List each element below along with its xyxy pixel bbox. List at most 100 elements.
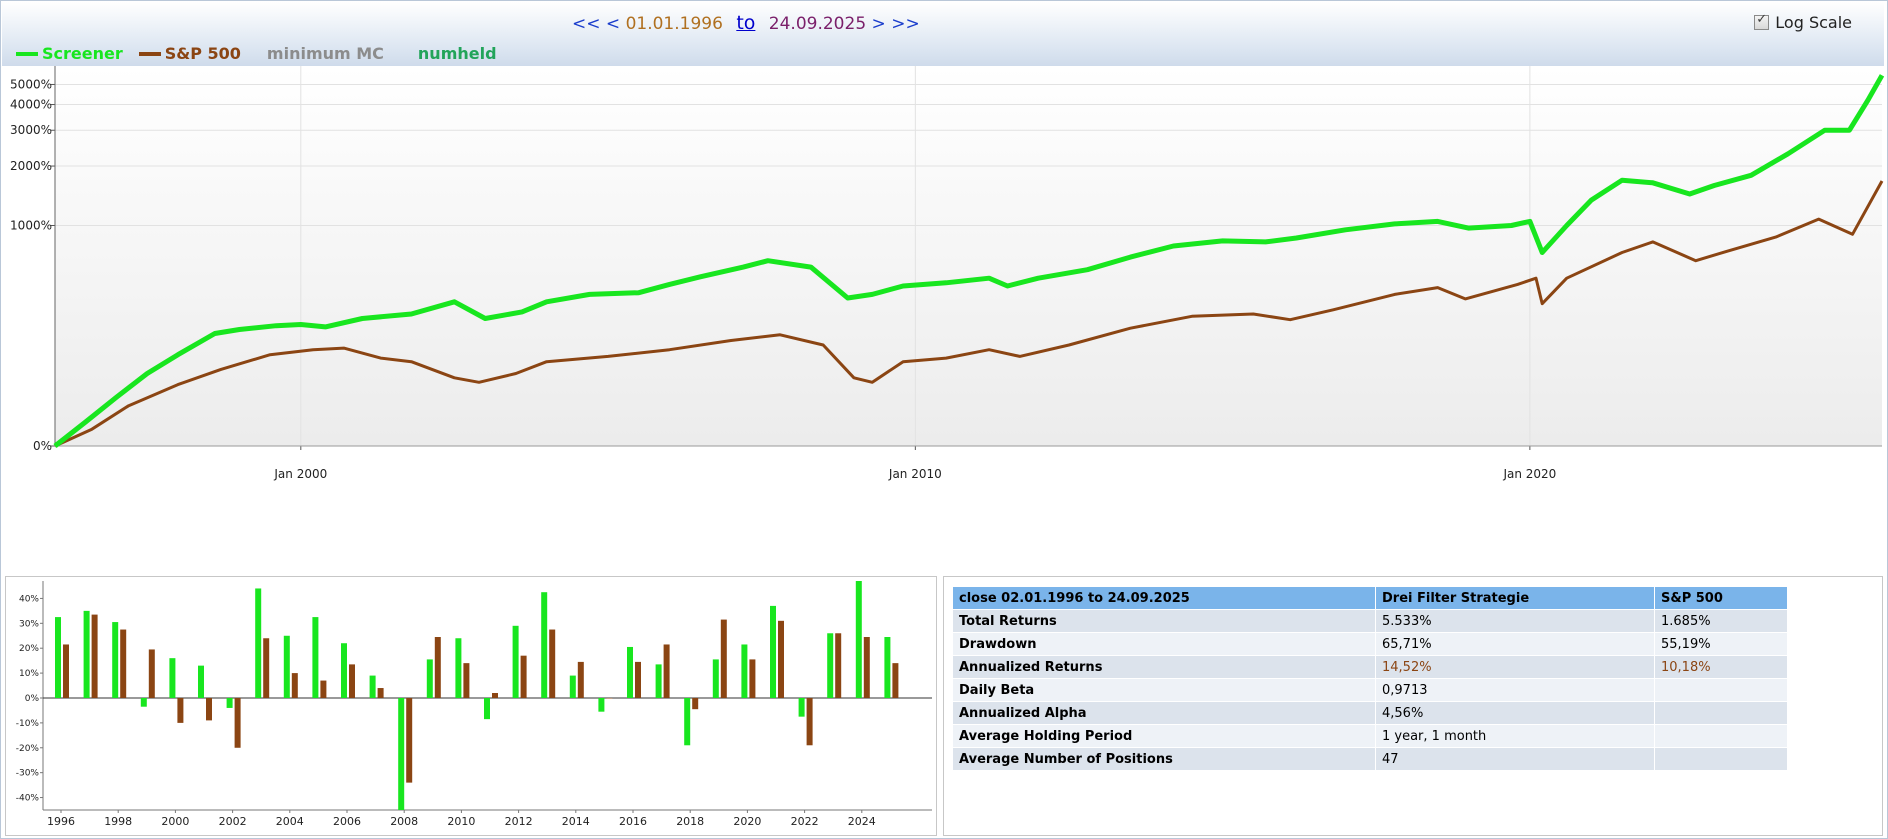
bar-s-p-500-2020 (749, 659, 756, 698)
x-tick-label: Jan 2010 (888, 467, 942, 481)
table-row: Drawdown 65,71% 55,19% (953, 632, 1788, 656)
bar-y-tick-label: -30% (16, 769, 40, 779)
bar-s-p-500-2012 (520, 655, 527, 698)
header-benchmark: S&P 500 (1654, 587, 1788, 610)
chart-header: << < 01.01.1996 to 24.09.2025 > >> Log S… (2, 2, 1884, 66)
bar-screener-2021 (770, 605, 776, 698)
nav-first-button[interactable]: << (572, 14, 601, 34)
bar-s-p-500-2025 (892, 663, 899, 698)
line-series-screener (53, 74, 1885, 448)
bar-screener-2018 (684, 697, 691, 746)
y-tick-label: 1000% (10, 219, 52, 233)
chart-legend: Screener S&P 500 minimum MC numheld (16, 44, 513, 63)
bar-s-p-500-2024 (863, 637, 870, 698)
end-date[interactable]: 24.09.2025 (768, 14, 867, 34)
table-row: Total Returns 5.533% 1.685% (953, 609, 1788, 633)
bar-screener-2000 (169, 658, 176, 698)
bar-screener-2014 (569, 675, 576, 698)
bar-x-tick-label: 2020 (733, 815, 761, 828)
bar-x-tick-label: 2024 (848, 815, 876, 828)
annual-returns-bar-chart: -40% -30% -20% -10% 0% 10% 20% 30% 40% 1996 1998 20… (16, 581, 932, 828)
bar-screener-2005 (312, 617, 319, 698)
date-navigator: << < 01.01.1996 to 24.09.2025 > >> (572, 12, 920, 34)
x-tick-label: Jan 2020 (1502, 467, 1556, 481)
bar-screener-2025 (884, 637, 891, 698)
bar-screener-2016 (627, 646, 633, 698)
bar-y-tick-label: 10% (19, 669, 39, 679)
bar-s-p-500-2019 (720, 619, 727, 698)
bar-screener-2009 (426, 659, 433, 698)
bar-screener-2022 (798, 697, 805, 717)
bar-screener-1998 (112, 622, 119, 698)
plot-area (55, 66, 1882, 446)
bar-screener-2019 (712, 659, 719, 698)
bar-s-p-500-2017 (663, 644, 670, 698)
annual-returns-panel: -40% -30% -20% -10% 0% 10% 20% 30% 40% 1996 1998 20… (5, 576, 937, 836)
header-strategy: Drei Filter Strategie (1375, 587, 1655, 610)
y-tick-label: 5000% (10, 77, 52, 91)
bar-s-p-500-2014 (577, 661, 584, 698)
bar-screener-2003 (255, 588, 262, 698)
bar-y-tick-label: 0% (25, 694, 40, 704)
bar-x-tick-label: 2012 (505, 815, 533, 828)
bar-s-p-500-2005 (320, 680, 327, 698)
bar-y-tick-label: 30% (19, 619, 39, 629)
row-strategy-value: 65,71% (1375, 632, 1655, 656)
y-tick-label: 0% (33, 439, 52, 453)
bar-screener-2017 (655, 664, 662, 698)
bar-x-tick-label: 2000 (161, 815, 189, 828)
bar-screener-2001 (198, 665, 204, 698)
bar-screener-2006 (341, 643, 347, 698)
legend-item-minimum-mc[interactable]: minimum MC (267, 44, 384, 63)
legend-item-numheld[interactable]: numheld (418, 44, 497, 63)
row-strategy-value: 14,52% (1375, 655, 1655, 679)
row-benchmark-value (1654, 724, 1788, 748)
bar-screener-2004 (283, 635, 290, 698)
legend-item-sp500[interactable]: S&P 500 (138, 44, 241, 63)
bar-y-tick-label: -10% (16, 719, 40, 729)
bar-x-tick-label: 2014 (562, 815, 590, 828)
bar-s-p-500-2011 (492, 693, 498, 698)
bar-x-tick-label: 1996 (47, 815, 75, 828)
y-tick-label: 2000% (10, 159, 52, 173)
log-scale-checkbox[interactable] (1754, 12, 1770, 30)
bar-screener-2011 (484, 697, 490, 720)
statistics-panel: close 02.01.1996 to 24.09.2025 Drei Filt… (943, 576, 1883, 836)
nav-prev-button[interactable]: < (605, 14, 621, 34)
bar-s-p-500-2002 (234, 697, 241, 748)
bar-s-p-500-2001 (206, 697, 212, 721)
row-benchmark-value (1654, 701, 1788, 725)
bar-s-p-500-2013 (549, 629, 556, 698)
row-benchmark-value: 55,19% (1654, 632, 1788, 656)
bar-s-p-500-2004 (291, 673, 298, 698)
start-date[interactable]: 01.01.1996 (625, 14, 723, 34)
bar-s-p-500-2000 (177, 697, 184, 723)
row-label: Drawdown (953, 632, 1376, 656)
bar-y-tick-label: -20% (16, 744, 40, 754)
legend-label-screener: Screener (42, 44, 123, 63)
row-label: Annualized Alpha (953, 701, 1376, 725)
bar-x-tick-label: 2018 (676, 815, 704, 828)
nav-last-button[interactable]: >> (891, 14, 920, 34)
nav-next-button[interactable]: > (871, 14, 886, 34)
row-label: Daily Beta (953, 678, 1376, 702)
bar-y-tick-label: -40% (16, 794, 40, 804)
bar-screener-1999 (140, 697, 147, 707)
legend-swatch-sp500 (138, 51, 161, 56)
log-scale-toggle[interactable]: Log Scale (1754, 12, 1852, 32)
bar-screener-2012 (512, 625, 519, 698)
legend-item-screener[interactable]: Screener (16, 44, 123, 63)
row-label: Annualized Returns (953, 655, 1376, 679)
row-strategy-value: 4,56% (1375, 701, 1655, 725)
bar-s-p-500-2023 (835, 633, 842, 698)
table-row: Annualized Returns 14,52% 10,18% (953, 655, 1788, 679)
bar-x-tick-label: 2016 (619, 815, 647, 828)
bar-screener-2023 (827, 633, 834, 698)
legend-label-minimum-mc: minimum MC (266, 44, 384, 63)
table-header-row: close 02.01.1996 to 24.09.2025 Drei Filt… (953, 587, 1788, 610)
bar-x-tick-label: 2004 (276, 815, 304, 828)
bar-screener-2013 (541, 592, 548, 698)
row-label: Average Number of Positions (953, 747, 1376, 770)
to-link[interactable]: to (736, 12, 756, 34)
table-row: Daily Beta 0,9713 (953, 678, 1788, 702)
